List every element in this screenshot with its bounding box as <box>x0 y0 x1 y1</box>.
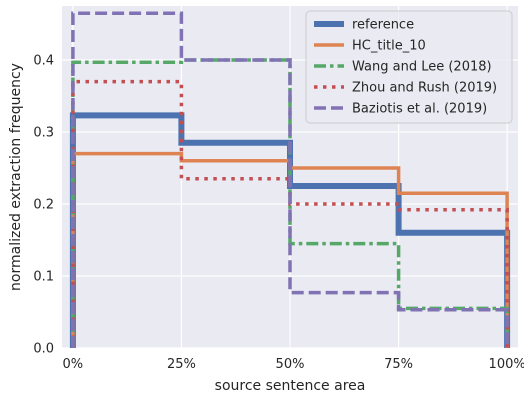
legend-frame <box>305 10 513 124</box>
legend: reference HC_title_10 Wang and Lee (2018) Z… <box>305 10 513 124</box>
x-tick-label: 50% <box>276 357 305 372</box>
y-axis-ticks: 0.0 0.1 0.2 0.3 0.4 <box>33 54 54 357</box>
x-tick-label: 75% <box>384 357 413 372</box>
x-axis-ticks: 0% 25% 50% 75% 100% <box>63 357 524 372</box>
series-group <box>69 11 511 348</box>
y-tick-label: 0.1 <box>33 270 54 285</box>
legend-label: reference <box>352 18 414 33</box>
y-axis-label: normalized extraction frequency <box>8 63 24 291</box>
x-tick-label: 25% <box>167 357 196 372</box>
legend-label: HC_title_10 <box>352 39 426 54</box>
x-axis-label: source sentence area <box>215 378 366 394</box>
x-tick-label: 0% <box>63 357 84 372</box>
x-tick-label: 100% <box>489 357 524 372</box>
series-line <box>71 79 509 348</box>
legend-label: Zhou and Rush (2019) <box>352 81 497 96</box>
y-tick-label: 0.0 <box>33 342 54 357</box>
y-tick-label: 0.4 <box>33 54 54 69</box>
series-line <box>71 11 509 348</box>
legend-label: Baziotis et al. (2019) <box>352 102 487 117</box>
legend-label: Wang and Lee (2018) <box>352 60 492 75</box>
y-tick-label: 0.3 <box>33 126 54 141</box>
y-tick-label: 0.2 <box>33 198 54 213</box>
